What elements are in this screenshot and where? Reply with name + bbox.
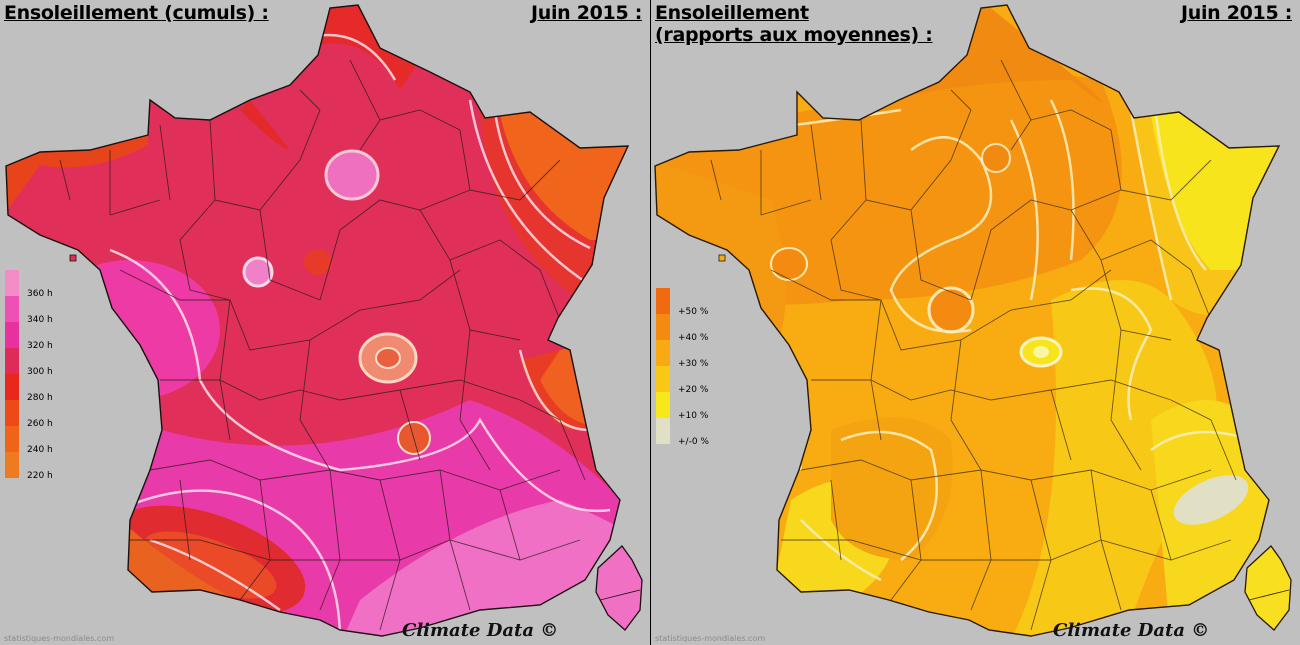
anomaly-legend-swatch xyxy=(656,366,670,392)
totals-legend-swatch xyxy=(5,452,19,478)
totals-legend-swatch xyxy=(5,426,19,452)
totals-legend-label: 320 h xyxy=(27,341,53,351)
totals-legend-label: 260 h xyxy=(27,419,53,429)
totals-legend-swatch xyxy=(5,374,19,400)
right-map-title: Ensoleillement (rapports aux moyennes) : xyxy=(655,2,933,46)
left-map-title: Ensoleillement (cumuls) : xyxy=(4,2,269,24)
anomaly-legend-label: +40 % xyxy=(678,333,709,343)
right-map-title-line2: (rapports aux moyennes) : xyxy=(655,24,933,46)
left-credit: Climate Data © xyxy=(402,620,559,641)
anomaly-legend-label: +/-0 % xyxy=(678,437,709,447)
totals-legend-swatch xyxy=(5,400,19,426)
right-source: statistiques-mondiales.com xyxy=(655,634,766,643)
anomaly-legend-swatch xyxy=(656,288,670,314)
totals-legend-label: 360 h xyxy=(27,289,53,299)
totals-legend-swatch xyxy=(5,348,19,374)
right-map-title-line1: Ensoleillement xyxy=(655,2,809,24)
totals-legend-swatch xyxy=(5,270,19,296)
anomaly-legend-swatch xyxy=(656,340,670,366)
totals-legend-label: 300 h xyxy=(27,367,53,377)
anomaly-legend-swatch xyxy=(656,314,670,340)
france-sunshine-anomaly-map xyxy=(654,4,1292,637)
right-map-date: Juin 2015 : xyxy=(1180,2,1292,24)
panel-divider xyxy=(650,0,651,645)
totals-legend-label: 220 h xyxy=(27,471,53,481)
totals-legend-swatch xyxy=(5,322,19,348)
left-source: statistiques-mondiales.com xyxy=(4,634,115,643)
anomaly-legend-label: +20 % xyxy=(678,385,709,395)
anomaly-legend-swatch xyxy=(656,392,670,418)
anomaly-legend-label: +50 % xyxy=(678,307,709,317)
sunshine-totals-panel: Ensoleillement (cumuls) : Juin 2015 : 36… xyxy=(4,2,643,643)
france-sunshine-totals-map xyxy=(5,4,643,637)
totals-legend-label: 340 h xyxy=(27,315,53,325)
sunshine-anomaly-panel: Ensoleillement (rapports aux moyennes) :… xyxy=(651,0,1300,645)
totals-legend-label: 280 h xyxy=(27,393,53,403)
totals-legend-swatch xyxy=(5,296,19,322)
anomaly-legend-swatch xyxy=(656,418,670,444)
left-map-date: Juin 2015 : xyxy=(530,2,642,24)
right-credit: Climate Data © xyxy=(1053,620,1210,641)
totals-legend-label: 240 h xyxy=(27,445,53,455)
anomaly-legend-label: +30 % xyxy=(678,359,709,369)
anomaly-legend-label: +10 % xyxy=(678,411,709,421)
